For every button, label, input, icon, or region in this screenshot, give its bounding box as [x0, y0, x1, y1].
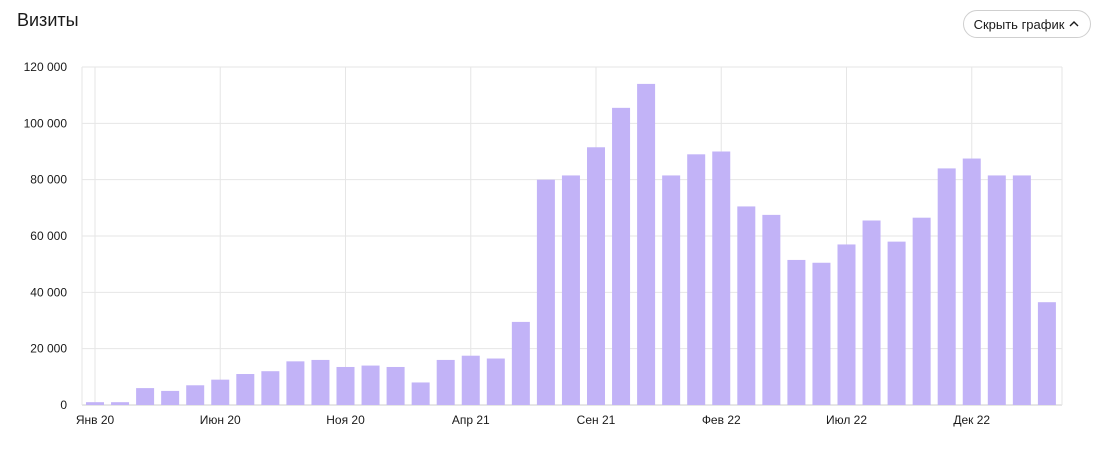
- bar[interactable]: Окт 21: 105500: [612, 107, 631, 405]
- x-tick-label: Июн 20: [200, 413, 241, 427]
- bar[interactable]: Авг 21: 81500: [561, 175, 580, 405]
- x-tick-label: Янв 20: [76, 413, 115, 427]
- bar[interactable]: Май 22: 51500: [787, 259, 806, 405]
- bar[interactable]: Сен 22: 58000: [887, 241, 906, 405]
- x-tick-label: Сен 21: [577, 413, 616, 427]
- bar[interactable]: Июл 22: 57000: [837, 244, 856, 405]
- bar[interactable]: Ноя 20: 13500: [336, 366, 355, 405]
- bar[interactable]: Янв 21: 13500: [386, 366, 405, 405]
- bar[interactable]: Ноя 21: 114000: [637, 83, 656, 406]
- bar[interactable]: Дек 22: 87500: [962, 158, 981, 405]
- chevron-up-icon: [1068, 18, 1080, 30]
- bar[interactable]: Май 20: 7000: [186, 385, 205, 405]
- x-tick-label: Фев 22: [702, 413, 741, 427]
- hide-chart-button-label: Скрыть график: [973, 16, 1065, 32]
- x-tick-label: Дек 22: [953, 413, 990, 427]
- bar[interactable]: Апр 20: 5000: [161, 390, 180, 405]
- bar[interactable]: Мар 21: 16000: [436, 359, 455, 405]
- y-tick-label: 40 000: [30, 285, 67, 299]
- bar[interactable]: Сен 20: 15500: [286, 361, 305, 405]
- y-tick-label: 60 000: [30, 229, 67, 243]
- y-tick-label: 120 000: [24, 60, 68, 74]
- y-tick-label: 80 000: [30, 173, 67, 187]
- bar[interactable]: Июн 20: 9000: [211, 379, 230, 405]
- y-axis-ticks: 0 20 000 40 000 60 000 80 000 100 000 120 000: [24, 60, 68, 412]
- bar[interactable]: Дек 21: 81500: [662, 175, 681, 405]
- bar[interactable]: Окт 22: 66500: [912, 217, 931, 405]
- bar[interactable]: Ноя 22: 84000: [937, 168, 956, 405]
- hide-chart-button[interactable]: Скрыть график: [963, 10, 1091, 38]
- bar[interactable]: Сен 21: 91500: [587, 147, 605, 405]
- bar[interactable]: Янв 22: 89000: [687, 154, 706, 405]
- x-tick-label: Ноя 20: [326, 413, 365, 427]
- x-axis-ticks: Янв 20 Июн 20 Ноя 20 Апр 21 Сен 21 Фев 22 Июл …: [76, 413, 991, 427]
- bar[interactable]: Фев 23: 81500: [1012, 175, 1031, 405]
- bar[interactable]: Апр 22: 67500: [762, 214, 781, 405]
- bar[interactable]: Фев 22: 90000: [712, 151, 731, 406]
- bar[interactable]: Окт 20: 16000: [311, 359, 330, 405]
- bar[interactable]: Июн 21: 29500: [511, 321, 530, 405]
- y-tick-label: 20 000: [30, 342, 67, 356]
- y-tick-label: 100 000: [24, 116, 68, 130]
- bar[interactable]: Мар 23: 36500: [1037, 302, 1056, 405]
- y-tick-label: 0: [60, 398, 67, 412]
- bar[interactable]: Авг 22: 65500: [862, 220, 881, 405]
- x-tick-label: Июл 22: [826, 413, 867, 427]
- bar[interactable]: Апр 21: 17500: [461, 355, 480, 405]
- bar[interactable]: Янв 23: 81500: [987, 175, 1006, 405]
- bar[interactable]: Май 21: 16500: [486, 358, 505, 405]
- bar[interactable]: Июл 20: 11000: [236, 374, 255, 405]
- x-tick-label: Апр 21: [452, 413, 490, 427]
- bar[interactable]: Мар 22: 70500: [737, 206, 756, 405]
- bar[interactable]: Дек 20: 14000: [361, 365, 380, 405]
- page-title: Визиты: [17, 10, 79, 30]
- bar[interactable]: Июн 22: 50500: [812, 262, 831, 405]
